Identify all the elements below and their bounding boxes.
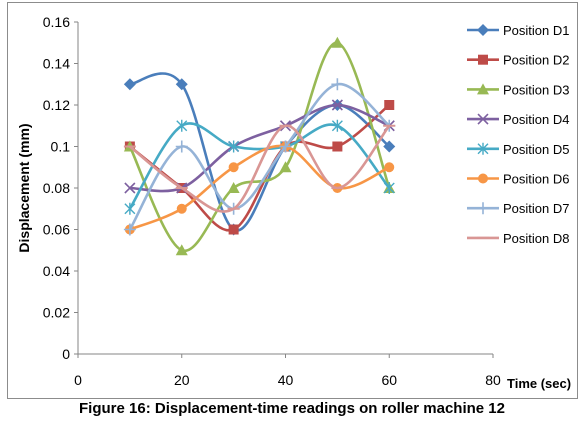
legend-item: Position D1 <box>467 23 569 38</box>
y-tick-label: 0.14 <box>43 56 70 72</box>
data-point <box>383 140 396 153</box>
series-1 <box>123 72 396 236</box>
legend-marker <box>477 202 489 215</box>
series-line <box>129 103 390 193</box>
data-point <box>279 161 292 173</box>
y-tick-label: 0.04 <box>43 263 70 279</box>
legend-label: Position D6 <box>503 172 569 187</box>
y-tick-label: 0.16 <box>43 14 70 30</box>
legend-marker <box>478 54 488 65</box>
legend-item: Position D4 <box>467 112 569 127</box>
y-tick-label: 0.1 <box>51 139 71 155</box>
x-tick-label: 80 <box>485 372 501 388</box>
legend-label: Position D7 <box>503 201 569 216</box>
data-point <box>124 202 136 215</box>
y-tick-label: 0.06 <box>43 222 70 238</box>
data-point <box>176 119 188 132</box>
legend-item: Position D6 <box>467 172 569 187</box>
legend-label: Position D8 <box>503 231 569 246</box>
x-tick-label: 60 <box>381 372 397 388</box>
series-8 <box>123 124 396 213</box>
legend-label: Position D5 <box>503 142 569 157</box>
x-axis-title: Time (sec) <box>507 376 571 391</box>
data-point <box>175 244 188 256</box>
legend-item: Position D8 <box>467 231 569 246</box>
data-point <box>279 140 292 153</box>
data-point <box>227 182 240 193</box>
data-point <box>176 203 187 214</box>
x-tick-label: 40 <box>278 372 294 388</box>
legend-item: Position D7 <box>467 201 569 216</box>
legend-label: Position D2 <box>503 53 569 68</box>
series-line <box>128 82 391 231</box>
legend-marker <box>477 142 489 155</box>
data-point <box>228 140 240 153</box>
x-tick-label: 20 <box>174 372 190 388</box>
series-7 <box>123 78 396 236</box>
y-tick-label: 0.02 <box>43 305 70 321</box>
y-tick-label: 0 <box>62 346 70 362</box>
data-point <box>228 162 239 173</box>
data-point <box>124 182 136 194</box>
data-point <box>123 78 136 91</box>
legend-marker <box>477 83 489 95</box>
legend-item: Position D2 <box>467 53 569 68</box>
y-tick-label: 0.12 <box>43 97 70 113</box>
data-point <box>331 78 344 91</box>
data-point <box>123 223 136 236</box>
legend-item: Position D5 <box>467 142 569 157</box>
y-tick-label: 0.08 <box>43 180 70 196</box>
legend-marker <box>477 113 489 125</box>
data-point <box>384 100 395 110</box>
x-tick-label: 0 <box>74 372 82 388</box>
series-line <box>128 41 391 252</box>
data-point <box>331 36 344 48</box>
data-point <box>331 99 343 111</box>
data-point <box>331 119 343 132</box>
data-point <box>228 224 239 235</box>
data-point <box>332 141 343 152</box>
data-point <box>383 182 395 194</box>
legend-label: Position D4 <box>503 112 569 127</box>
legend-label: Position D1 <box>503 23 569 38</box>
series-line <box>128 122 391 210</box>
y-axis-title: Displacement (mm) <box>16 123 32 252</box>
legend-marker <box>477 24 489 36</box>
figure-caption: Figure 16: Displacement-time readings on… <box>79 400 505 417</box>
legend-label: Position D3 <box>503 82 569 97</box>
legend-item: Position D3 <box>467 82 569 97</box>
data-point <box>175 140 188 153</box>
legend: Position D1 Position D2 Position D3 Positio… <box>467 23 569 246</box>
legend-marker <box>478 173 488 184</box>
data-point <box>384 162 395 173</box>
chart-frame <box>7 2 578 399</box>
data-point <box>175 78 188 91</box>
